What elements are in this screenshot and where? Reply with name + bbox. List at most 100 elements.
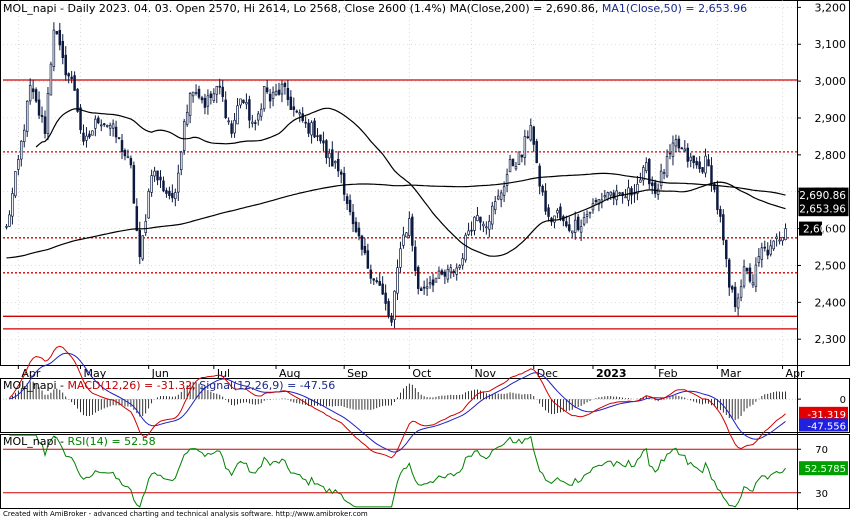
rsi-y-tick-label: 30	[815, 489, 828, 500]
candle-body	[452, 270, 456, 273]
candle-body	[393, 290, 396, 320]
candle-body	[784, 228, 787, 240]
candle-body	[239, 98, 242, 106]
candle-body	[70, 76, 73, 79]
candle-body	[363, 245, 367, 254]
rsi-value-box	[799, 461, 848, 476]
candle-body	[132, 165, 136, 204]
ma50-label: MA1(Close,50) = 2,653.96	[601, 2, 748, 15]
candle-body	[52, 29, 56, 67]
candle-body	[754, 264, 758, 287]
candle-body	[461, 258, 464, 266]
candle-body	[147, 190, 150, 219]
candle-body	[597, 199, 601, 205]
candle-body	[455, 267, 458, 275]
candle-body	[692, 155, 695, 163]
candle-body	[689, 156, 692, 161]
candle-body	[470, 229, 473, 232]
candle-body	[381, 283, 384, 295]
price-y-tick-label: 2,500	[815, 259, 847, 272]
candle-body	[289, 96, 293, 110]
candle-body	[58, 29, 62, 46]
signal-line	[9, 352, 786, 453]
candle-body	[23, 129, 26, 143]
candle-body	[339, 171, 343, 175]
candle-body	[615, 190, 618, 201]
x-axis-tick-label: Mar	[720, 367, 741, 380]
signal-value-label: Signal(12,26,9) = -47.56	[199, 379, 336, 392]
candle-body	[25, 100, 29, 132]
candle-body	[553, 215, 556, 223]
candle-body	[280, 83, 284, 95]
candle-body	[197, 88, 201, 98]
candle-body	[496, 195, 500, 200]
x-axis-tick-label: Jun	[151, 367, 169, 380]
candle-body	[434, 277, 438, 283]
x-axis-tick-label: Dec	[537, 367, 558, 380]
price-panel-header: MOL_napi - Daily 2023. 04. 03. Open 2570…	[3, 2, 747, 15]
candle-body	[20, 140, 23, 160]
candle-body	[156, 170, 159, 181]
candle-body	[541, 185, 544, 193]
candle-body	[745, 268, 749, 272]
candle-body	[185, 111, 189, 125]
candle-body	[34, 89, 38, 102]
candle-body	[739, 286, 743, 298]
candle-body	[248, 99, 251, 121]
candle-body	[108, 124, 112, 129]
candle-body	[375, 280, 378, 282]
candle-body	[304, 121, 307, 124]
ma50-value-box-text: 2,653.96	[799, 204, 846, 216]
candle-body	[656, 188, 660, 195]
candle-body	[351, 211, 355, 225]
candle-body	[411, 216, 414, 246]
candle-body	[458, 265, 461, 269]
candle-body	[544, 190, 547, 212]
candle-body	[76, 88, 79, 112]
candle-body	[159, 176, 162, 181]
candle-body	[334, 161, 337, 164]
candle-body	[360, 235, 364, 250]
candle-body	[102, 123, 106, 126]
macd-value-box	[799, 406, 848, 420]
candle-body	[449, 267, 453, 273]
candle-body	[405, 232, 408, 238]
candle-body	[499, 192, 503, 200]
candle-body	[31, 88, 35, 93]
candle-body	[43, 116, 47, 134]
candle-body	[725, 239, 728, 260]
candle-body	[283, 82, 287, 88]
candle-body	[686, 147, 690, 162]
candle-body	[556, 210, 559, 214]
price-y-tick-label: 3,000	[815, 75, 847, 88]
candle-body	[342, 172, 346, 195]
candle-body	[91, 130, 94, 136]
x-axis-tick-label: Aug	[279, 367, 300, 380]
candle-body	[650, 182, 654, 186]
candle-body	[105, 124, 109, 127]
candle-body	[200, 97, 204, 101]
macd-y-tick-label: 0	[840, 395, 846, 406]
rsi-panel-header: MOL_napi - RSI(14) = 52.58	[3, 435, 156, 448]
candle-body	[313, 120, 316, 138]
candle-body	[259, 108, 263, 117]
candle-body	[730, 286, 734, 290]
signal-value-box	[799, 418, 848, 432]
macd-ticker: MOL_napi	[3, 379, 57, 392]
candle-body	[337, 158, 340, 172]
candle-body	[416, 266, 420, 289]
candle-body	[227, 120, 230, 123]
candle-body	[488, 220, 491, 230]
candle-body	[206, 95, 210, 107]
macd-value-text: -31.319	[807, 410, 846, 421]
candle-body	[680, 147, 684, 150]
candle-body	[573, 219, 577, 233]
candle-body	[482, 223, 485, 227]
candle-body	[467, 230, 470, 235]
candle-body	[40, 115, 44, 117]
candle-body	[94, 118, 97, 129]
price-y-tick-label: 2,300	[815, 333, 847, 346]
candle-body	[446, 269, 450, 280]
candle-body	[265, 87, 269, 93]
candle-body	[529, 125, 533, 141]
